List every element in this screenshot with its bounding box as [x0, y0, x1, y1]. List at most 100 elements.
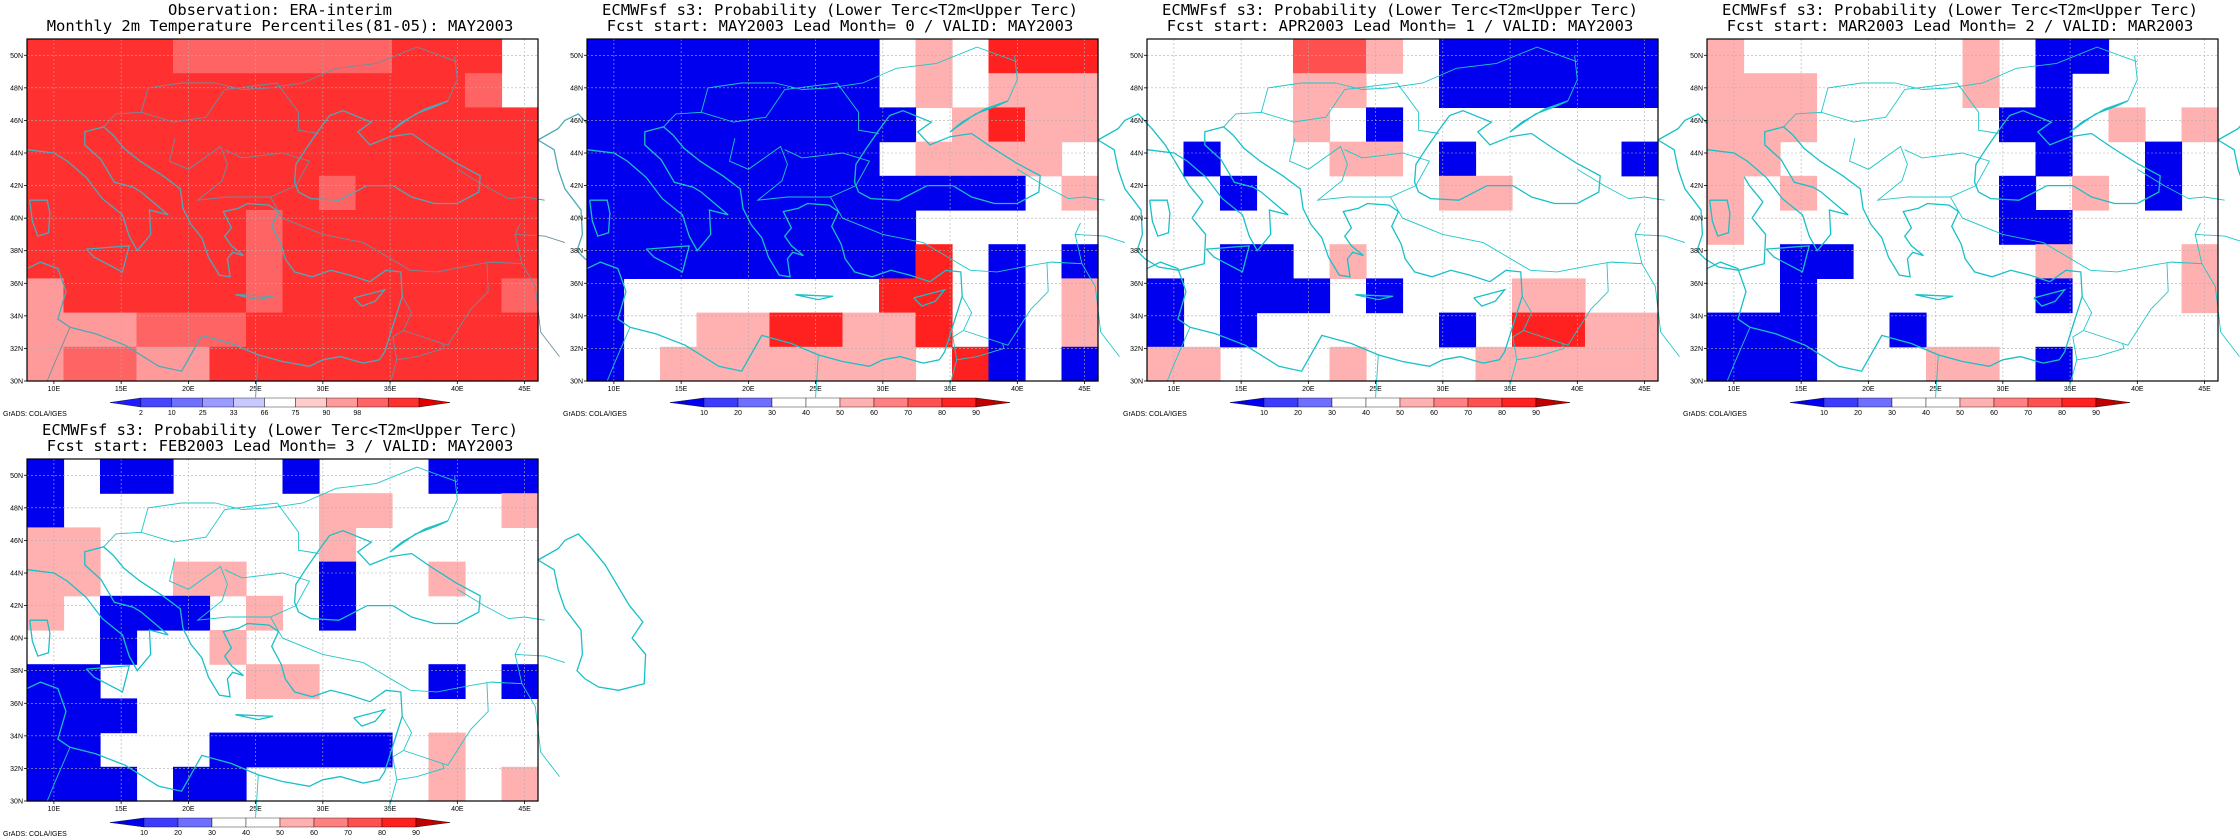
grid-cell: [100, 312, 138, 348]
grid-cell: [282, 278, 320, 314]
country-border: [1390, 196, 1643, 273]
grid-cell: [246, 732, 284, 768]
colorbar-swatch: [1399, 397, 1435, 408]
coastline: [293, 530, 481, 625]
colorbar-label: 30: [1328, 410, 1336, 417]
coastline: [586, 126, 963, 372]
country-border: [103, 82, 319, 134]
lat-tick-label: 32N: [570, 346, 583, 353]
grid-cell: [696, 73, 734, 108]
country-border: [1935, 354, 1939, 398]
coastline: [1973, 110, 2161, 205]
lon-tick-label: 40E: [2131, 386, 2144, 393]
grid-cell: [1707, 73, 1745, 108]
grid-cell: [1743, 107, 1781, 143]
grid-cell: [246, 73, 284, 108]
country-border: [1288, 138, 1417, 201]
grid-cell: [696, 107, 734, 143]
colorbar-label: 70: [904, 410, 912, 417]
grid-cell: [623, 210, 661, 245]
grid-cell: [173, 346, 211, 382]
grid-cell: [2181, 278, 2219, 314]
grid-cell: [660, 346, 698, 382]
grid-cell: [1621, 346, 1659, 382]
grid-cell: [587, 141, 625, 177]
grid-cell: [209, 141, 247, 177]
grid-cell: [63, 561, 101, 597]
grid-cell: [173, 73, 211, 108]
grid-cell: [1366, 141, 1404, 177]
colorbar-swatch: [1263, 397, 1299, 408]
coastline: [1097, 113, 1207, 271]
grid-cell: [1780, 346, 1818, 382]
grid-cell: [173, 210, 211, 245]
grid-cell: [136, 278, 174, 314]
grid-cell: [1621, 141, 1659, 177]
grid-cell: [1061, 346, 1099, 382]
grid-cell: [392, 73, 430, 108]
coastline: [1473, 288, 1507, 307]
lat-tick-label: 42N: [1130, 183, 1143, 190]
colorbar-swatch: [357, 397, 389, 408]
coastline: [26, 546, 403, 792]
colorbar-label: 33: [230, 410, 238, 417]
grid-cell: [587, 346, 625, 382]
coastline: [1413, 110, 1601, 205]
country-border: [46, 747, 71, 802]
grid-cell: [1025, 39, 1063, 74]
lon-tick-label: 20E: [1862, 386, 1875, 393]
grid-cell: [1780, 312, 1818, 348]
grid-cell: [915, 175, 953, 211]
grid-cell: [282, 107, 320, 143]
grid-cell: [733, 73, 771, 108]
lat-tick-label: 42N: [1690, 183, 1703, 190]
grid-cell: [355, 244, 393, 279]
colorbar-swatch: [381, 817, 417, 828]
colorbar-swatch: [143, 817, 179, 828]
country-border: [442, 682, 489, 766]
colorbar-label: 80: [1498, 410, 1506, 417]
lat-tick-label: 44N: [1690, 151, 1703, 158]
grid-cell: [100, 459, 138, 494]
colorbar-label: 90: [972, 410, 980, 417]
temperature-percentile-map: 10E 15E 20E 25E 30E 35E 40E 45E30N32N34N36N38N4…: [10, 38, 647, 398]
grid-cell: [428, 107, 466, 143]
grid-cell: [319, 312, 357, 348]
grid-cell: [769, 175, 807, 211]
colorbar-label: 10: [700, 410, 708, 417]
grid-cell: [2181, 244, 2219, 279]
grid-cell: [1889, 312, 1927, 348]
lat-tick-label: 30N: [1690, 379, 1703, 386]
lon-tick-label: 20E: [182, 386, 195, 393]
grid-cell: [1621, 39, 1659, 74]
lat-tick-label: 48N: [10, 505, 23, 512]
grid-cell: [733, 175, 771, 211]
grid-cell: [63, 141, 101, 177]
grid-cell: [392, 278, 430, 314]
lat-tick-label: 34N: [570, 313, 583, 320]
colorbar-label: 20: [1294, 410, 1302, 417]
grid-cell: [136, 459, 174, 494]
grid-cell: [428, 73, 466, 108]
grid-cell: [428, 664, 466, 699]
panel-observation: Observation: ERA-interim Monthly 2m Temp…: [0, 0, 647, 420]
colorbar-swatch: [171, 397, 203, 408]
colorbar-label: 80: [938, 410, 946, 417]
colorbar-label: 10: [168, 410, 176, 417]
lat-tick-label: 34N: [10, 733, 23, 740]
lon-tick-label: 10E: [608, 386, 621, 393]
panel-subtitle: Fcst start: APR2003 Lead Month= 1 / VALI…: [1166, 17, 1634, 35]
country-border: [396, 750, 445, 781]
colorbar-label: 10: [140, 830, 148, 837]
country-border: [2195, 233, 2240, 242]
lat-tick-label: 32N: [1690, 346, 1703, 353]
grid-cell: [27, 278, 65, 314]
grid-cell: [1220, 278, 1258, 314]
country-border: [830, 196, 1083, 273]
grid-cell: [733, 244, 771, 279]
grid-cell: [27, 698, 65, 734]
grid-cell: [465, 312, 503, 348]
lat-tick-label: 50N: [10, 473, 23, 480]
grid-cell: [623, 73, 661, 108]
grid-cell: [660, 244, 698, 279]
